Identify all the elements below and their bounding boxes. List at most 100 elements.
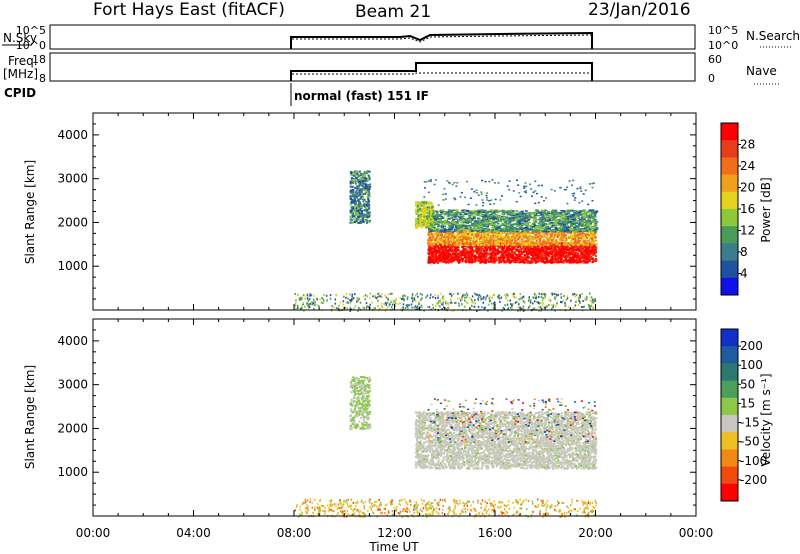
data-cell xyxy=(581,248,584,251)
data-cell xyxy=(583,242,586,245)
data-cell xyxy=(475,242,478,245)
data-cell xyxy=(530,261,533,264)
data-cell xyxy=(525,253,528,256)
data-cell xyxy=(565,249,568,252)
data-cell xyxy=(583,211,587,214)
data-cell xyxy=(437,232,440,235)
data-cell xyxy=(484,240,487,243)
data-cell xyxy=(576,213,580,216)
data-cell xyxy=(443,253,446,256)
data-cell xyxy=(510,250,513,253)
data-cell xyxy=(468,252,471,255)
data-cell xyxy=(550,234,553,237)
data-cell xyxy=(502,211,506,213)
data-cell xyxy=(587,247,590,250)
data-cell xyxy=(510,216,514,218)
data-cell xyxy=(581,231,584,234)
data-cell xyxy=(506,226,510,229)
data-cell xyxy=(466,257,469,260)
data-cell xyxy=(514,260,517,263)
data-cell xyxy=(569,218,573,220)
data-cell xyxy=(432,223,436,226)
data-cell xyxy=(448,245,451,248)
data-cell xyxy=(450,216,454,218)
data-cell xyxy=(505,218,509,221)
data-cell xyxy=(433,257,436,260)
data-cell xyxy=(484,229,488,232)
data-cell xyxy=(478,223,482,225)
data-cell xyxy=(560,258,563,261)
data-cell xyxy=(469,237,472,240)
data-cell xyxy=(489,248,492,251)
data-cell xyxy=(590,241,593,244)
data-cell xyxy=(435,217,439,219)
data-cell xyxy=(485,234,488,237)
data-cell xyxy=(569,240,572,243)
data-cell xyxy=(477,249,480,252)
data-cell xyxy=(582,261,585,264)
data-cell xyxy=(588,246,591,249)
data-cell xyxy=(520,248,523,251)
data-cell xyxy=(459,213,463,216)
data-cell xyxy=(470,258,473,261)
data-cell xyxy=(557,255,560,258)
data-cell xyxy=(533,254,536,257)
data-cell xyxy=(528,215,532,218)
data-cell xyxy=(578,212,582,214)
data-cell xyxy=(448,225,452,227)
data-cell xyxy=(487,219,491,221)
data-cell xyxy=(507,250,510,253)
data-cell xyxy=(441,216,445,218)
data-cell xyxy=(561,242,564,245)
data-cell xyxy=(567,210,571,213)
data-cell xyxy=(480,240,483,243)
data-cell xyxy=(547,242,550,245)
data-cell xyxy=(520,257,523,260)
data-cell xyxy=(592,229,596,231)
data-cell xyxy=(573,230,577,233)
data-cell xyxy=(455,248,458,251)
data-cell xyxy=(581,229,585,231)
data-cell xyxy=(495,236,498,239)
data-cell xyxy=(454,225,458,227)
data-cell xyxy=(588,238,591,241)
data-cell xyxy=(594,233,597,236)
data-cell xyxy=(452,260,455,263)
data-cell xyxy=(530,253,533,256)
data-cell xyxy=(567,248,570,251)
data-cell xyxy=(512,230,516,233)
data-cell xyxy=(535,238,538,241)
data-cell xyxy=(586,225,590,228)
data-cell xyxy=(510,243,513,246)
data-cell xyxy=(545,242,548,245)
data-cell xyxy=(512,257,515,260)
data-cell xyxy=(587,245,590,248)
data-cell xyxy=(542,242,545,245)
data-cell xyxy=(481,242,484,245)
data-cell xyxy=(461,258,464,261)
data-cell xyxy=(570,247,573,250)
data-cell xyxy=(569,225,573,228)
data-cell xyxy=(582,245,585,248)
data-cell xyxy=(547,236,550,239)
data-cell xyxy=(473,238,476,241)
data-cell xyxy=(548,251,551,254)
data-cell xyxy=(491,251,494,254)
data-cell xyxy=(595,243,598,246)
data-cell xyxy=(540,255,543,258)
data-cell xyxy=(447,237,450,240)
data-cell xyxy=(487,236,490,239)
freq-left-tick-top: 18 xyxy=(32,53,46,66)
data-cell xyxy=(583,237,586,240)
data-cell xyxy=(573,248,576,251)
data-cell xyxy=(496,244,499,247)
data-cell xyxy=(467,240,470,243)
data-cell xyxy=(589,230,593,233)
data-cell xyxy=(472,226,476,229)
data-cell xyxy=(576,255,579,258)
data-cell xyxy=(431,243,434,246)
data-cell xyxy=(480,215,484,217)
data-cell xyxy=(536,255,539,258)
data-cell xyxy=(450,231,453,234)
data-cell xyxy=(523,257,526,260)
